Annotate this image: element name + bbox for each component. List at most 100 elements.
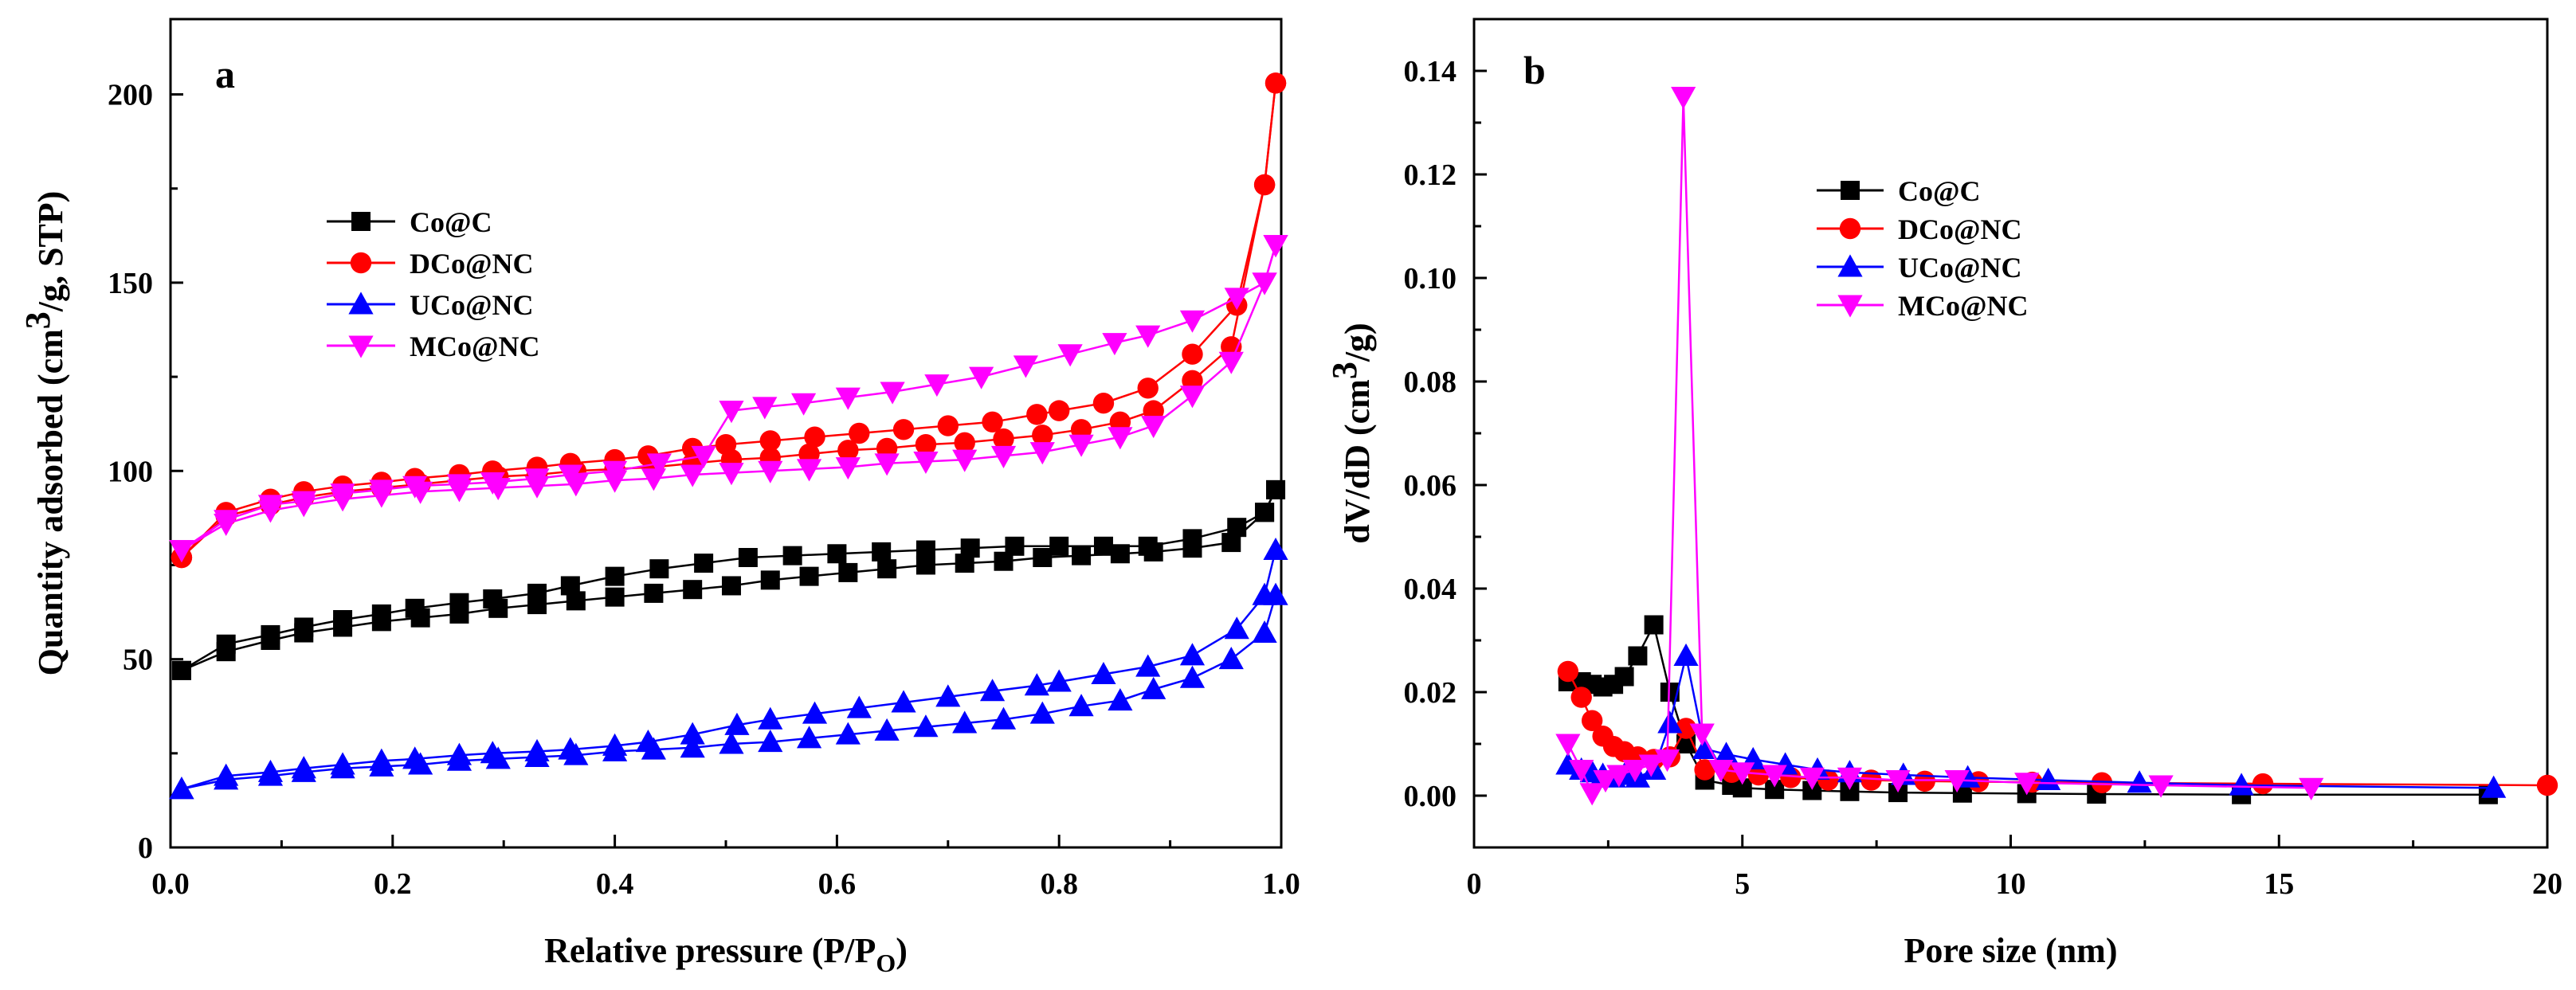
data-point [1252, 620, 1277, 644]
data-point [1708, 760, 1734, 783]
data-point [1137, 378, 1159, 399]
data-point [680, 722, 705, 745]
x-tick-label: 1.0 [1262, 867, 1300, 901]
data-point [257, 495, 284, 518]
legend-marker [1839, 217, 1861, 240]
data-point [635, 730, 661, 753]
x-axis-label: Pore size (nm) [1904, 931, 2118, 970]
data-point [1628, 646, 1648, 666]
data-point [1110, 544, 1130, 564]
data-point [952, 710, 978, 734]
data-point [1068, 434, 1094, 457]
series-Co@C [171, 479, 1286, 680]
x-tick-label: 20 [2532, 867, 2562, 901]
x-tick-label: 5 [1735, 867, 1750, 901]
data-point [1068, 694, 1094, 717]
data-point [1227, 518, 1247, 538]
data-point [1837, 767, 1863, 790]
data-point [1944, 770, 1970, 793]
data-point [644, 583, 664, 603]
legend-label: UCo@NC [1898, 252, 2021, 284]
data-point [524, 738, 550, 761]
data-point [1570, 687, 1592, 708]
y-tick-label: 0.00 [1404, 780, 1457, 813]
x-tick-label: 0.2 [374, 867, 412, 901]
legend-marker [1837, 254, 1863, 277]
data-point [1557, 660, 1579, 683]
legend-label: MCo@NC [1898, 290, 2028, 322]
data-point [602, 733, 628, 756]
data-point [1673, 643, 1699, 666]
data-point [1255, 503, 1275, 522]
data-point [915, 433, 937, 456]
data-point [1057, 344, 1083, 367]
y-tick-label: 0.02 [1404, 676, 1457, 710]
x-axis-label: Relative pressure (P/PO) [544, 931, 908, 977]
legend-label: Co@C [410, 206, 492, 238]
data-point [330, 483, 355, 507]
legend-label: DCo@NC [1898, 213, 2021, 245]
data-point [2127, 770, 2152, 793]
data-point [294, 617, 314, 637]
data-point [1593, 770, 1618, 793]
data-point [214, 510, 239, 533]
data-point [1579, 783, 1605, 806]
data-point [782, 546, 802, 565]
data-point [877, 559, 897, 579]
data-point [1024, 673, 1049, 696]
data-point [1092, 392, 1115, 414]
data-point [738, 548, 758, 567]
data-point [1102, 333, 1127, 356]
data-point [760, 570, 780, 590]
data-point [649, 559, 669, 579]
data-point [1108, 427, 1133, 450]
data-point [874, 453, 900, 476]
data-point [913, 714, 939, 738]
data-point [1179, 310, 1206, 333]
legend: Co@C DCo@NC UCo@NC MCo@NC [1817, 175, 2028, 322]
data-point [694, 554, 714, 573]
data-point [2536, 774, 2558, 796]
data-point [2481, 775, 2507, 798]
data-point [1182, 529, 1202, 549]
data-point [369, 479, 394, 503]
data-point [1049, 400, 1070, 421]
data-point [1179, 643, 1206, 666]
y-tick-label: 100 [108, 455, 153, 488]
data-point [1885, 770, 1911, 793]
data-point [835, 387, 861, 410]
legend-marker [1837, 295, 1863, 318]
data-point [724, 712, 750, 735]
data-point [605, 566, 625, 586]
series-UCo@NC [169, 537, 1288, 800]
data-point [480, 472, 505, 495]
data-point [446, 742, 472, 765]
data-point [2036, 767, 2061, 790]
data-point [1263, 537, 1288, 561]
data-point [1033, 548, 1053, 567]
data-point [1224, 616, 1249, 640]
y-tick-label: 0.12 [1404, 158, 1457, 192]
data-point [1675, 718, 1697, 739]
data-point [446, 474, 472, 497]
data-point [719, 401, 744, 424]
data-point [804, 426, 825, 448]
data-point [1182, 343, 1203, 365]
data-point [719, 731, 744, 754]
y-tick-label: 0.14 [1404, 55, 1457, 88]
data-point [2091, 772, 2113, 793]
data-point [261, 624, 280, 644]
data-point [892, 419, 915, 440]
data-point [990, 706, 1017, 730]
data-point [1013, 355, 1038, 378]
data-point [796, 726, 822, 749]
data-point [935, 684, 961, 707]
data-point [758, 460, 783, 483]
x-tick-label: 0 [1467, 867, 1482, 901]
data-point [721, 576, 741, 596]
data-point [1253, 174, 1276, 196]
y-tick-label: 200 [108, 79, 153, 112]
data-point [558, 737, 583, 760]
data-point [1029, 442, 1055, 465]
data-point [680, 464, 705, 487]
